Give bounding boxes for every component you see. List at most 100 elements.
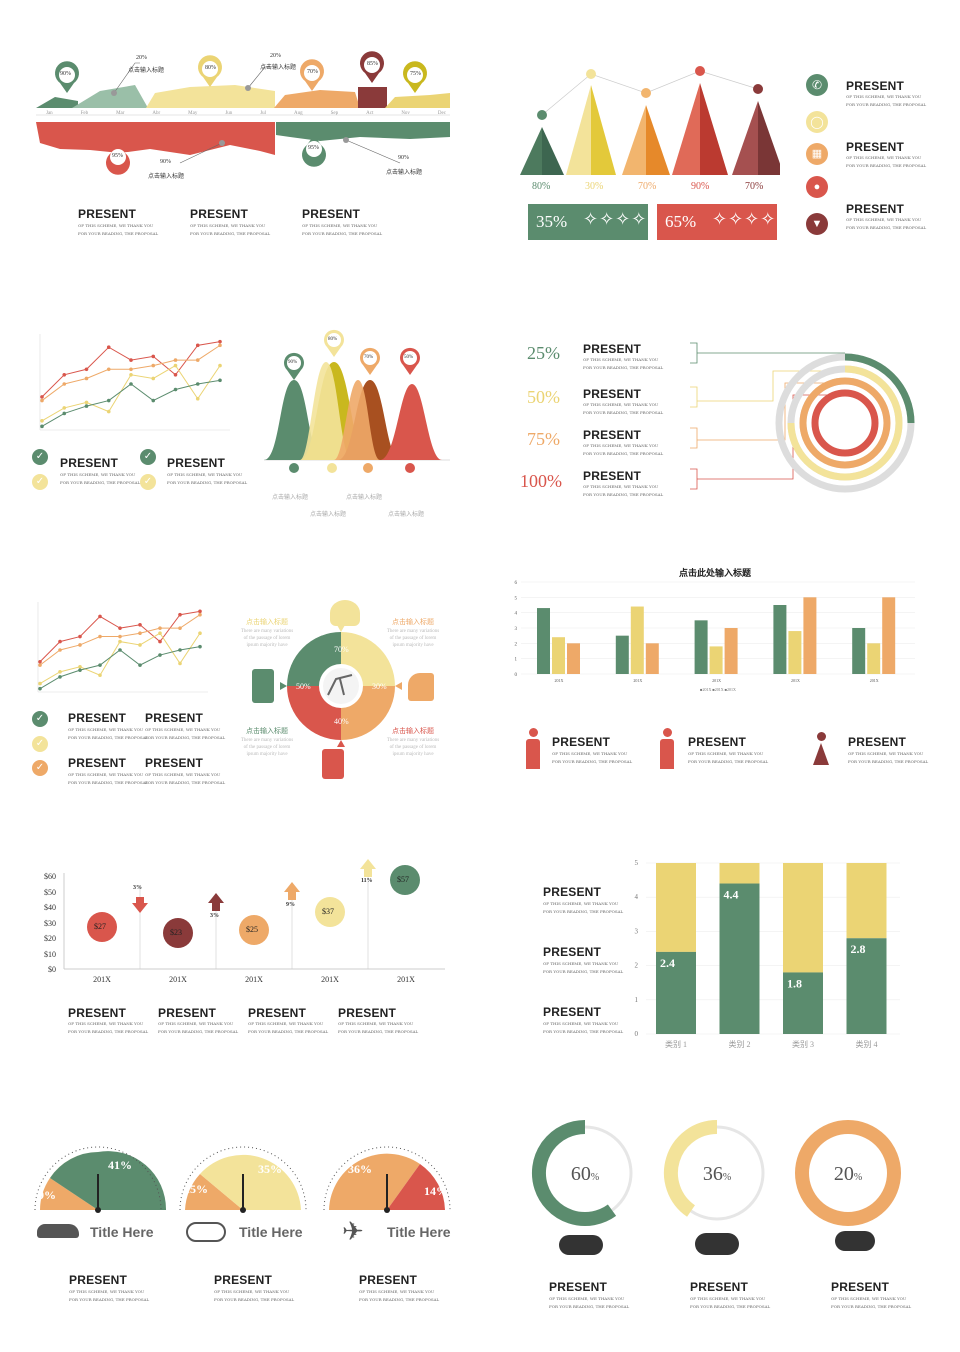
data-point [218,339,222,344]
gauge-bike [179,1146,307,1213]
bubble-label: $57 [397,875,409,884]
present-heading: PRESENT [68,756,127,770]
present-text: OF THIS SCHEME, WE THANK YOU FOR YOUR REA… [688,751,769,764]
callout: 点击输入标题 There are many variations of the p… [386,619,440,648]
y-tick: 2 [635,962,639,970]
y-tick: $30 [44,918,56,928]
data-point [195,382,200,386]
data-point [84,367,89,372]
month-label: Dec [437,111,446,116]
present-text: OF THIS SCHEME, WE THANK YOU FOR YOUR REA… [543,901,624,914]
arrow-label: 11% [361,878,373,884]
donut-20 [795,1120,901,1226]
data-point [218,363,222,368]
data-point [98,673,102,677]
data-point [158,639,162,644]
data-point [106,367,111,372]
present-text: OF THIS SCHEME, WE THANK YOU FOR YOUR REA… [583,443,664,456]
data-point [38,659,42,664]
donut-value: 20% [833,1163,863,1185]
present-text: OF THIS SCHEME, WE THANK YOU FOR YOUR REA… [190,223,271,236]
data-point [118,648,122,652]
data-point [158,631,162,635]
check-icon: ✓ [140,474,156,490]
barrel-icon [252,669,274,703]
cone-label: 90% [691,181,710,192]
callout-label: 点击输入标题 [386,170,423,176]
bar-remainder [783,863,823,973]
present-heading: PRESENT [145,711,204,725]
cone-label: 70% [745,181,764,192]
data-point [38,663,42,667]
present-text: OF THIS SCHEME, WE THANK YOU FOR YOUR REA… [831,1296,912,1309]
bubble-chart [63,859,445,970]
bar [773,605,787,674]
pin-label: 70% [364,355,374,360]
data-point [118,639,122,644]
data-point [178,612,182,617]
callout-label: 点击输入标题 [148,174,185,180]
data-point [158,653,162,657]
data-point [98,663,102,667]
x-tick: 201X [245,975,263,984]
bar [630,606,644,674]
gauge-left-value: 9% [38,1188,56,1202]
bubble-label: $27 [94,922,106,931]
percent-value: 50% [527,387,560,407]
check-icon: ✓ [32,449,48,465]
bar [882,597,896,674]
segment-label: 40% [334,717,349,726]
check-icon: ✓ [32,474,48,490]
x-tick: 201X [321,975,339,984]
gauge-title: Title Here [387,1224,451,1240]
gauge-right-value: 41% [108,1158,132,1172]
data-point [178,661,182,666]
present-text: OF THIS SCHEME, WE THANK YOU FOR YOUR REA… [60,472,141,485]
present-heading: PRESENT [190,207,249,221]
check-icon: ✓ [32,760,48,776]
data-point [218,378,222,383]
fuel-pump-icon [322,749,344,779]
location-icon: ▼ [806,213,828,235]
bar [552,637,565,674]
callout-pct: 20% [136,55,147,61]
present-text: OF THIS SCHEME, WE THANK YOU FOR YOUR REA… [846,217,927,230]
check-icon: ✓ [32,711,48,727]
data-point [151,363,156,368]
x-tick: 201X [397,975,415,984]
pin-label: 95% [112,153,123,159]
bar [803,597,817,674]
callout-pct: 20% [270,53,281,59]
present-heading: PRESENT [688,735,747,749]
bar [846,938,887,1034]
present-heading: PRESENT [583,469,642,483]
bicycle-icon [186,1222,226,1242]
bubble-label: $23 [170,928,182,937]
plane-icon: ✈ [342,1216,364,1246]
present-text: OF THIS SCHEME, WE THANK YOU FOR YOUR REA… [846,94,927,107]
present-text: OF THIS SCHEME, WE THANK YOU FOR YOUR REA… [302,223,383,236]
panel-oil-wheel: ✓ ✓ ✓ PRESENT OF THIS SCHEME, WE THANK Y… [30,595,460,795]
series-line [39,646,201,690]
pin-95-b [302,135,327,167]
data-point [62,382,67,386]
pin-85 [360,51,384,83]
data-point [106,409,111,414]
pin-label: 75% [410,71,421,77]
data-point [106,345,111,349]
bar [852,628,866,674]
bar [645,643,659,674]
present-heading: PRESENT [69,1273,128,1287]
callout-label: 点击输入标题 [128,68,165,74]
bar [867,643,881,674]
y-tick: 0 [515,673,518,678]
data-point [129,358,133,362]
arrow-label: 9% [286,902,295,908]
check-icon: ✓ [140,449,156,465]
y-tick: 4 [515,612,518,617]
month-label: Jan [46,111,53,116]
bubble-label: $25 [246,925,258,934]
panel-gauges: 9% 41% 15% 35% 36% 14% ✈ Title Here Titl… [30,1130,460,1320]
pin-label: 80% [328,337,338,342]
present-heading: PRESENT [68,711,127,725]
